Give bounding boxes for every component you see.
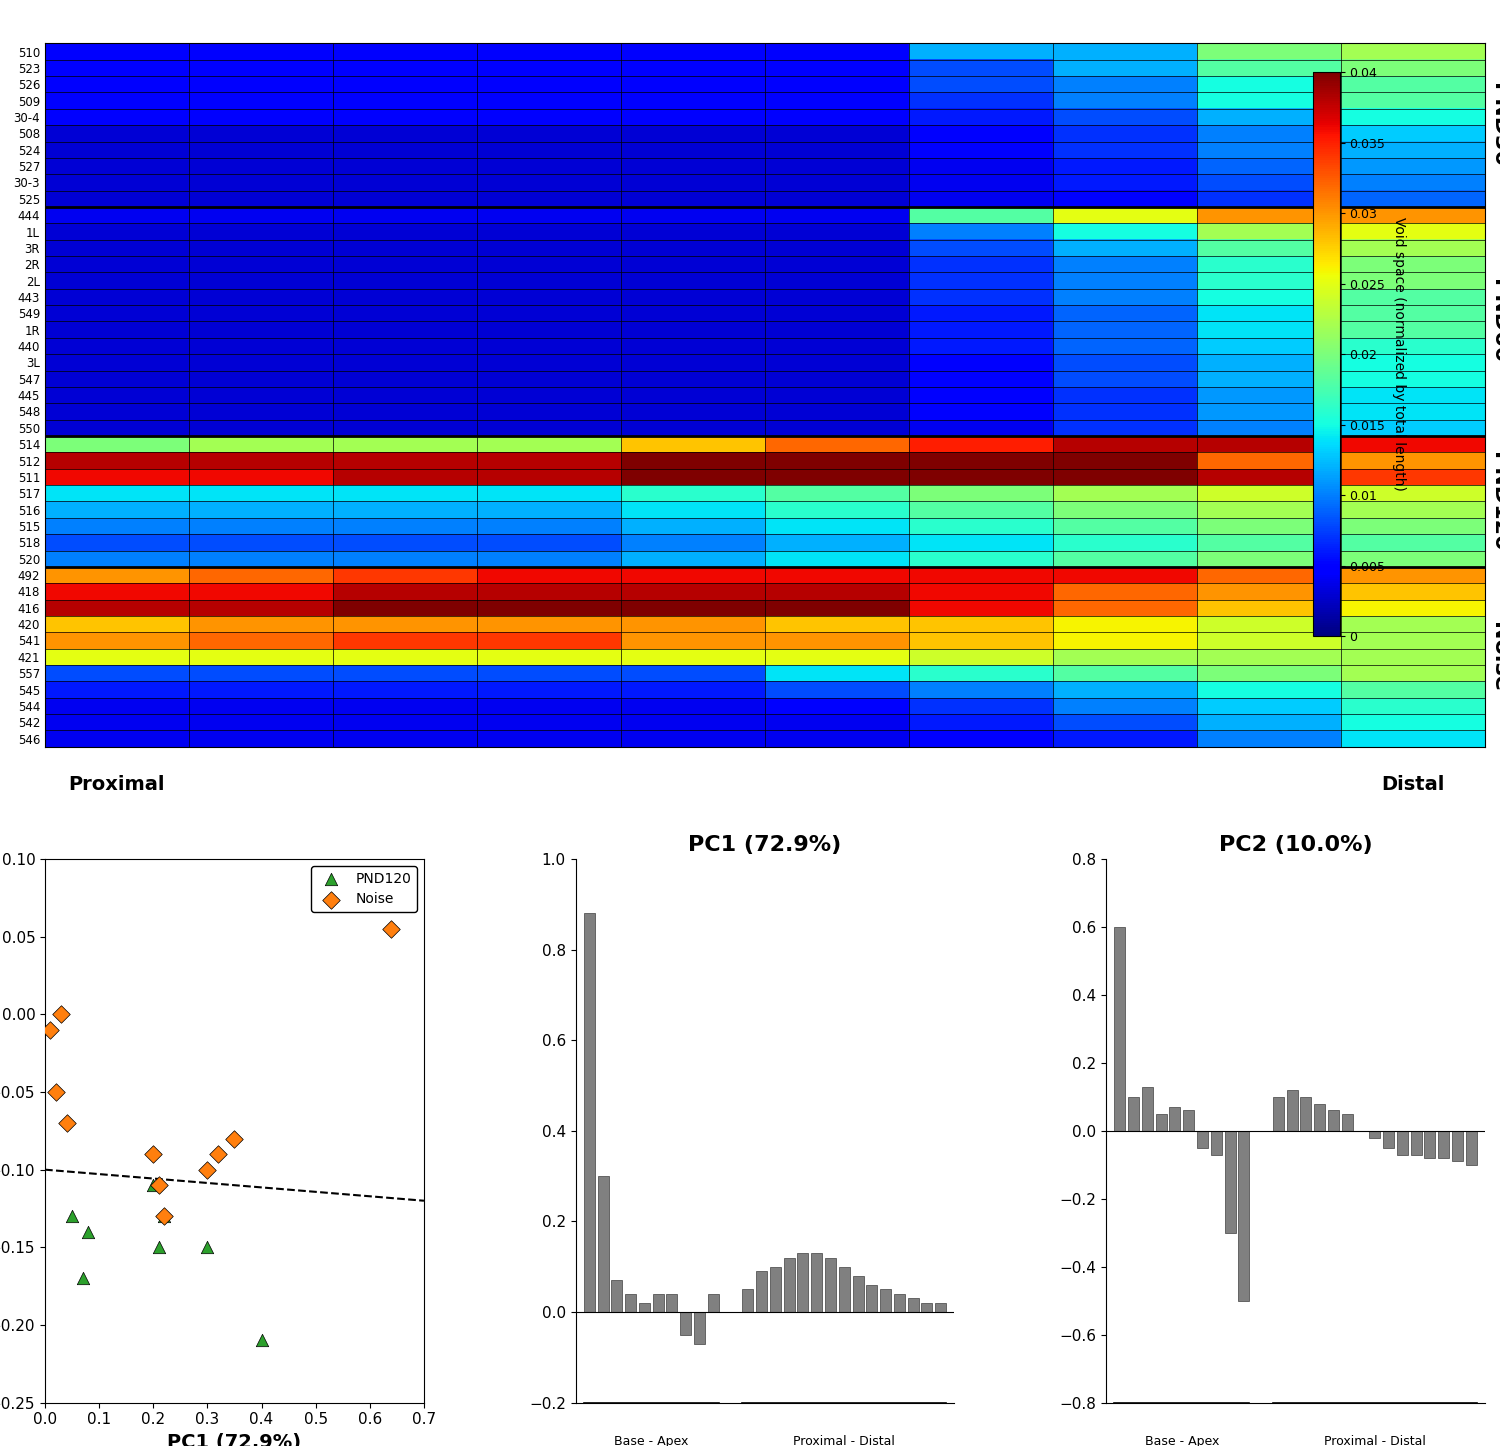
Bar xyxy=(880,1290,891,1312)
Bar xyxy=(597,1176,609,1312)
Bar xyxy=(1170,1108,1180,1131)
Bar xyxy=(783,1258,795,1312)
Title: PC1 (72.9%): PC1 (72.9%) xyxy=(688,834,842,855)
Text: Noise: Noise xyxy=(1490,622,1500,691)
Bar xyxy=(742,1290,753,1312)
Bar xyxy=(681,1312,692,1335)
Bar xyxy=(1114,927,1125,1131)
Bar xyxy=(812,1254,822,1312)
Text: PND60: PND60 xyxy=(1490,279,1500,363)
Text: Proximal: Proximal xyxy=(69,775,165,794)
Noise xyxy=(380,917,404,940)
Bar xyxy=(1142,1087,1154,1131)
Text: Proximal - Distal: Proximal - Distal xyxy=(1324,1436,1425,1446)
Bar xyxy=(1341,1113,1353,1131)
Bar xyxy=(1128,1098,1138,1131)
Bar xyxy=(770,1267,782,1312)
PND120 xyxy=(70,1267,94,1290)
Bar xyxy=(1210,1131,1222,1154)
Bar xyxy=(1425,1131,1436,1158)
Bar xyxy=(1287,1090,1298,1131)
Bar xyxy=(934,1303,946,1312)
Bar xyxy=(1274,1098,1284,1131)
Noise xyxy=(50,1002,74,1025)
Bar xyxy=(1438,1131,1449,1158)
Text: PND30: PND30 xyxy=(1490,82,1500,168)
PND120 xyxy=(249,1329,273,1352)
Bar xyxy=(1197,1131,1208,1148)
Bar xyxy=(1410,1131,1422,1154)
Bar xyxy=(839,1267,849,1312)
Title: PC2 (10.0%): PC2 (10.0%) xyxy=(1218,834,1372,855)
Bar xyxy=(908,1299,918,1312)
Bar xyxy=(825,1258,836,1312)
PND120 xyxy=(60,1205,84,1228)
Text: Proximal - Distal: Proximal - Distal xyxy=(794,1436,895,1446)
Bar xyxy=(626,1294,636,1312)
Bar xyxy=(694,1312,705,1343)
Bar xyxy=(1314,1103,1324,1131)
Bar xyxy=(921,1303,933,1312)
PND120 xyxy=(147,1236,171,1259)
Bar xyxy=(1328,1111,1340,1131)
Text: Distal: Distal xyxy=(1382,775,1444,794)
Legend: PND120, Noise: PND120, Noise xyxy=(310,866,417,912)
PND120 xyxy=(195,1236,219,1259)
Bar xyxy=(1239,1131,1250,1301)
Bar xyxy=(1396,1131,1408,1154)
PND120 xyxy=(141,1174,165,1197)
Bar xyxy=(1300,1098,1311,1131)
Bar xyxy=(1452,1131,1462,1161)
Noise xyxy=(206,1142,230,1165)
Bar xyxy=(867,1285,877,1312)
Bar xyxy=(666,1294,678,1312)
Noise xyxy=(195,1158,219,1181)
Noise xyxy=(39,1018,63,1041)
Bar xyxy=(1370,1131,1380,1138)
PND120 xyxy=(76,1220,101,1244)
Noise xyxy=(147,1174,171,1197)
Bar xyxy=(1383,1131,1394,1148)
Bar xyxy=(652,1294,663,1312)
X-axis label: PC1 (72.9%): PC1 (72.9%) xyxy=(168,1433,302,1446)
Bar xyxy=(708,1294,718,1312)
Noise xyxy=(152,1205,176,1228)
Y-axis label: Void space (normalized by total length): Void space (normalized by total length) xyxy=(1392,217,1406,492)
Bar xyxy=(639,1303,650,1312)
Text: Base - Apex: Base - Apex xyxy=(1144,1436,1220,1446)
Bar xyxy=(756,1271,766,1312)
Bar xyxy=(894,1294,904,1312)
Bar xyxy=(1155,1113,1167,1131)
Bar xyxy=(584,914,596,1312)
Text: PND120: PND120 xyxy=(1490,451,1500,551)
Bar xyxy=(1466,1131,1476,1165)
Noise xyxy=(44,1080,68,1103)
Bar xyxy=(798,1254,808,1312)
Bar xyxy=(1184,1111,1194,1131)
PND120 xyxy=(152,1205,176,1228)
Bar xyxy=(1224,1131,1236,1233)
Bar xyxy=(612,1280,622,1312)
Text: Base - Apex: Base - Apex xyxy=(614,1436,689,1446)
Noise xyxy=(222,1126,246,1150)
Noise xyxy=(141,1142,165,1165)
Bar xyxy=(852,1275,864,1312)
Noise xyxy=(54,1112,78,1135)
